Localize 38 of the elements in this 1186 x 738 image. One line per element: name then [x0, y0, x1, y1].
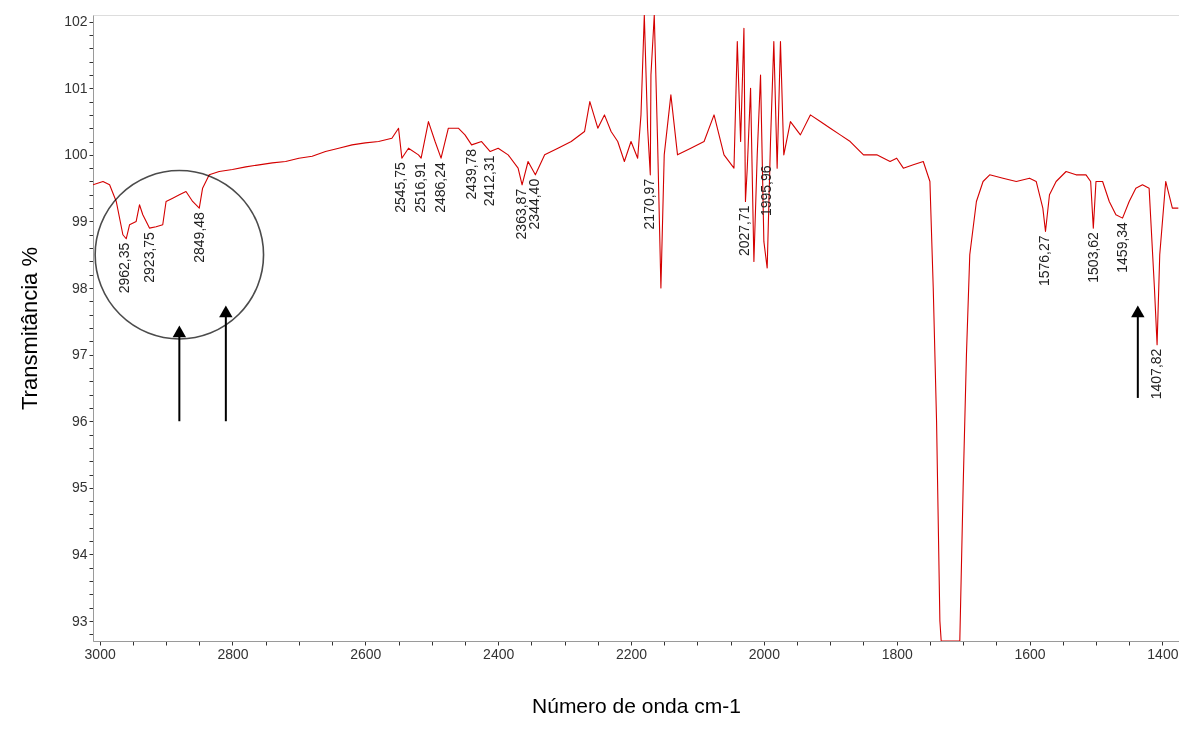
annotation: 2849,48	[190, 211, 207, 263]
y-tick-label: 93	[71, 612, 88, 629]
y-tick-label: 98	[71, 279, 88, 296]
y-tick-label: 101	[64, 79, 88, 96]
annotation: 2170,97	[641, 178, 658, 230]
x-tick-label: 1800	[881, 645, 913, 662]
annotation: 2027,71	[736, 205, 753, 257]
y-tick-label: 96	[71, 412, 88, 429]
annotation: 2486,24	[431, 161, 448, 213]
x-tick-label: 2800	[217, 645, 249, 662]
annotation: 2412,31	[481, 155, 497, 207]
annotation: 2962,35	[115, 242, 132, 294]
annotation: 2545,75	[392, 161, 409, 213]
annotation: 2363,87	[513, 188, 530, 240]
annotation: 1503,62	[1084, 231, 1101, 283]
annotation: 2439,78	[462, 148, 479, 200]
x-tick-label: 1400	[1147, 645, 1179, 662]
x-tick-label: 2400	[483, 645, 515, 662]
annotation: 2923,75	[141, 231, 158, 283]
annotation: 1995,96	[757, 165, 774, 217]
annotation: 2516,91	[411, 161, 428, 213]
y-tick-label: 94	[71, 545, 88, 562]
annotation: 1576,27	[1036, 235, 1053, 287]
x-tick-label: 2600	[350, 645, 382, 662]
line-series	[93, 15, 1179, 641]
annotation: 1407,82	[1148, 348, 1165, 400]
x-tick-label: 2000	[748, 645, 781, 662]
x-tick-label: 1600	[1014, 645, 1046, 662]
x-tick-label: 2200	[615, 645, 648, 662]
annotation: 1459,34	[1113, 221, 1130, 273]
y-tick-label: 102	[64, 13, 88, 30]
y-tick-label: 97	[71, 346, 88, 363]
y-tick-label: 99	[71, 212, 88, 229]
x-tick-label: 3000	[84, 645, 116, 662]
y-tick-label: 95	[71, 479, 88, 496]
x-axis-title: Número de onda cm-1	[532, 693, 741, 717]
y-tick-label: 100	[64, 146, 88, 163]
y-axis-title: Transmitância %	[17, 246, 43, 411]
